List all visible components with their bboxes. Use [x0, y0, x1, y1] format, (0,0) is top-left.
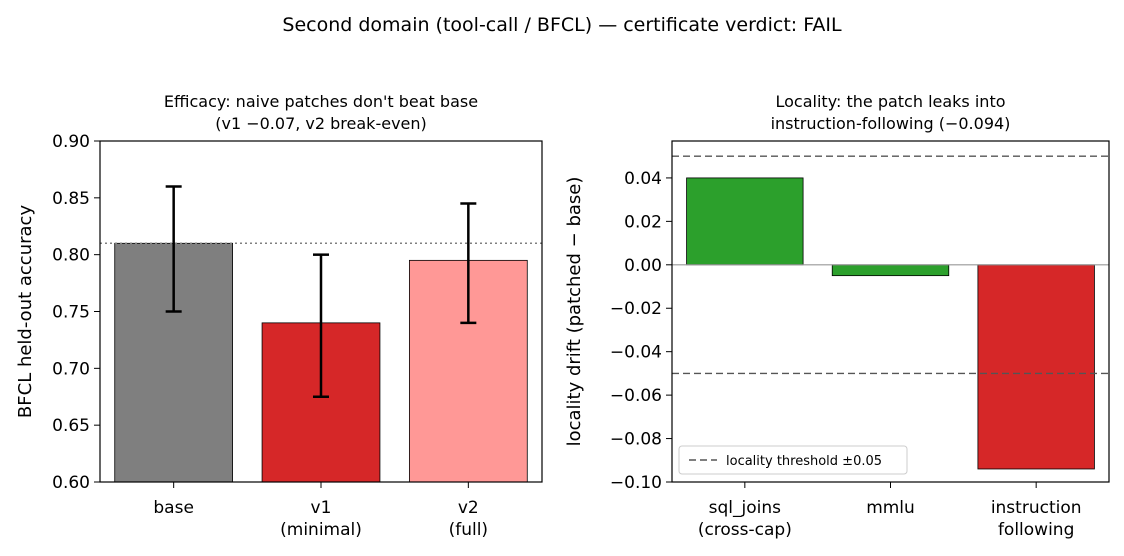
x-tick-label: (cross-cap)	[698, 520, 792, 540]
x-tick-label: sql_joins	[709, 498, 781, 518]
x-tick-label: v2	[458, 498, 479, 518]
y-tick-label: 0.75	[52, 303, 90, 323]
x-tick-label: (minimal)	[280, 520, 362, 540]
y-tick-label: −0.06	[610, 386, 662, 406]
legend-label: locality threshold ±0.05	[726, 454, 882, 469]
x-tick-label: v1	[311, 498, 332, 518]
y-tick-label: 0.80	[52, 246, 90, 266]
x-tick-label: mmlu	[866, 498, 915, 518]
y-tick-label: −0.04	[610, 343, 662, 363]
y-tick-label: −0.10	[610, 473, 662, 493]
y-tick-label: −0.02	[610, 299, 662, 319]
x-tick-label: instruction	[991, 498, 1082, 518]
y-tick-label: −0.08	[610, 430, 662, 450]
efficacy-panel: Efficacy: naive patches don't beat base (…	[15, 92, 543, 540]
y-tick-label: 0.00	[624, 256, 662, 276]
legend-box	[678, 445, 908, 475]
legend: locality threshold ±0.05	[678, 445, 908, 475]
panel-title-line: Efficacy: naive patches don't beat base	[164, 92, 478, 111]
y-tick-label: 0.90	[52, 132, 90, 152]
panel-title-line: Locality: the patch leaks into	[776, 92, 1006, 111]
y-tick-label: 0.02	[624, 212, 662, 232]
y-axis-label: BFCL held-out accuracy	[15, 205, 36, 419]
y-axis-label: locality drift (patched − base)	[564, 177, 585, 447]
x-tick-label: following	[998, 520, 1074, 540]
x-tick-label: base	[153, 498, 194, 518]
y-tick-label: 0.85	[52, 189, 90, 209]
figure-suptitle: Second domain (tool-call / BFCL) — certi…	[282, 14, 842, 36]
y-tick-label: 0.70	[52, 359, 90, 379]
x-tick-label: (full)	[449, 520, 488, 540]
bar-2	[977, 264, 1095, 470]
bar-1	[831, 264, 950, 277]
panel-title-line: (v1 −0.07, v2 break-even)	[215, 114, 427, 133]
y-tick-label: 0.65	[52, 416, 90, 436]
y-tick-label: 0.60	[52, 473, 90, 493]
locality-panel: Locality: the patch leaks into instructio…	[564, 92, 1110, 540]
panel-title-line: instruction-following (−0.094)	[771, 114, 1011, 133]
y-tick-label: 0.04	[624, 169, 662, 189]
bar-0	[686, 177, 804, 266]
